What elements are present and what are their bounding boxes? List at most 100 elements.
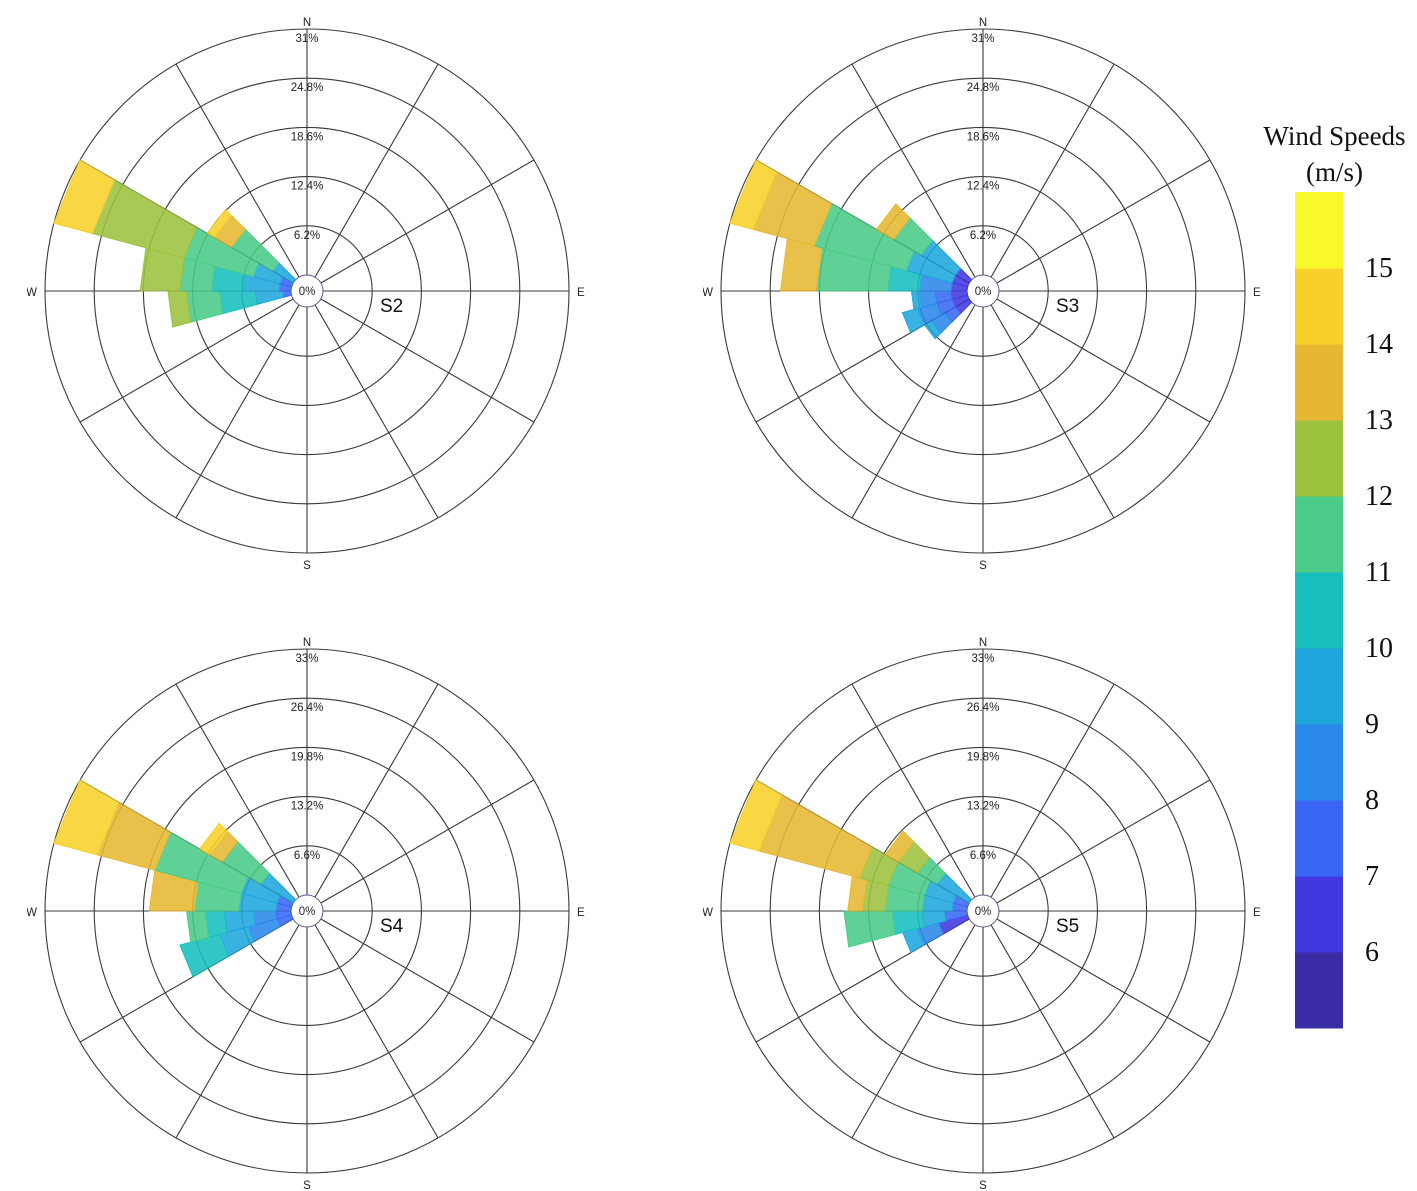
rose-bar-segment [875, 203, 911, 241]
rose-spoke [314, 924, 439, 1139]
rose-spoke-overlay [320, 298, 535, 423]
rose-spoke-overlay [175, 683, 300, 898]
rose-direction-label: W [27, 287, 37, 299]
rose-spoke [996, 298, 1211, 423]
rose-spoke [320, 298, 535, 423]
rose-bar-segment [282, 290, 293, 298]
colorbar-band [1295, 268, 1343, 345]
rose-spoke-overlay [755, 159, 970, 284]
rose-tick-label: 0% [975, 286, 992, 298]
rose-tick-label: 18.6% [291, 131, 324, 143]
rose-tick-label: 12.4% [967, 181, 1000, 193]
rose-direction-label: W [703, 287, 713, 299]
rose-tick-label: 26.4% [967, 702, 1000, 714]
colorbar-band [1295, 572, 1343, 649]
colorbar-tick-label: 13 [1365, 405, 1393, 436]
rose-tick-label: 33% [295, 653, 318, 665]
rose-spoke-overlay [175, 924, 300, 1139]
wind-rose-s5-plot: 0% 6.6% 13.2% 19.8% 26.4% 33% N E S W S5 [703, 637, 1261, 1191]
wind-rose-s3-plot: 0% 6.2% 12.4% 18.6% 24.8% 31% N E S W S3 [703, 17, 1261, 571]
rose-station-label: S5 [1056, 916, 1079, 937]
rose-spoke [320, 918, 535, 1043]
rose-direction-label: E [1253, 907, 1261, 919]
rose-spoke [175, 924, 300, 1139]
rose-tick-label: 12.4% [291, 181, 324, 193]
rose-spoke-overlay [755, 918, 970, 1043]
rose-tick-label: 31% [971, 33, 994, 45]
rose-ring [142, 746, 472, 1076]
rose-ring [720, 648, 1246, 1174]
rose-bar-segment [729, 779, 783, 852]
rose-bar-segment [910, 290, 923, 311]
rose-ring [44, 28, 570, 554]
rose-direction-label: S [303, 1180, 311, 1191]
rose-spoke [851, 63, 976, 278]
rose-bar-segment [901, 307, 926, 334]
rose-spoke-overlay [314, 683, 439, 898]
rose-spoke [990, 683, 1115, 898]
rose-station-label: S2 [380, 296, 403, 317]
rose-spoke-overlay [996, 779, 1211, 904]
rose-bar-segment [179, 933, 230, 978]
rose-bar-segment [53, 159, 116, 235]
rose-direction-label: N [303, 17, 311, 29]
rose-direction-label: S [979, 560, 987, 571]
colorbar-tick-label: 7 [1365, 861, 1379, 892]
rose-spoke-overlay [314, 924, 439, 1139]
rose-bars [729, 159, 973, 340]
colorbar-band [1295, 952, 1343, 1029]
rose-tick-label: 6.6% [970, 850, 996, 862]
wind-rose-s2: 0% 6.2% 12.4% 18.6% 24.8% 31% N E S W S2 [27, 11, 587, 571]
rose-spoke [175, 304, 300, 519]
rose-tick-label: 6.2% [294, 230, 320, 242]
rose-spoke [990, 304, 1115, 519]
colorbar-band [1295, 800, 1343, 877]
rose-spoke [996, 918, 1211, 1043]
rose-direction-label: S [979, 1180, 987, 1191]
rose-spoke-overlay [990, 63, 1115, 278]
colorbar-tick-label: 15 [1365, 253, 1393, 284]
rose-tick-label: 18.6% [967, 131, 1000, 143]
rose-tick-label: 0% [975, 906, 992, 918]
rose-spoke-overlay [851, 924, 976, 1139]
colorbar-tick-label: 11 [1365, 557, 1392, 588]
colorbar-band [1295, 724, 1343, 801]
rose-tick-label: 0% [299, 906, 316, 918]
rose-spoke-overlay [79, 159, 294, 284]
wind-rose-s4: 0% 6.6% 13.2% 19.8% 26.4% 33% N E S W S4 [27, 631, 587, 1191]
rose-spoke [851, 304, 976, 519]
rose-spoke [851, 683, 976, 898]
rose-spoke [990, 924, 1115, 1139]
colorbar-tick-label: 6 [1365, 937, 1379, 968]
rose-bar-segment [843, 910, 897, 948]
rose-bar-segment [254, 290, 285, 306]
rose-direction-label: N [979, 637, 987, 649]
rose-spoke-overlay [320, 159, 535, 284]
rose-bar-segment [219, 290, 258, 315]
rose-spoke-overlay [320, 779, 535, 904]
rose-spoke-overlay [79, 779, 294, 904]
rose-spoke-overlay [996, 159, 1211, 284]
rose-spoke-overlay [79, 918, 294, 1043]
colorbar-tick-label: 10 [1365, 633, 1393, 664]
rose-spoke-overlay [175, 304, 300, 519]
colorbar-unit: (m/s) [1306, 157, 1363, 187]
rose-spoke-overlay [996, 918, 1211, 1043]
rose-tick-label: 13.2% [967, 801, 1000, 813]
rose-bar-segment [884, 830, 915, 863]
rose-direction-label: N [979, 17, 987, 29]
rose-tick-label: 6.2% [970, 230, 996, 242]
rose-tick-label: 33% [971, 653, 994, 665]
rose-spoke-overlay [851, 304, 976, 519]
colorbar-band [1295, 192, 1343, 269]
rose-spoke-overlay [755, 779, 970, 904]
rose-bars [53, 159, 297, 328]
rose-ring [720, 28, 1246, 554]
rose-bar-segment [729, 159, 778, 230]
rose-bar-segment [53, 779, 120, 856]
rose-ring [818, 746, 1148, 1076]
rose-spokes-overlay [45, 649, 569, 1173]
colorbar-band [1295, 420, 1343, 497]
rose-spoke [996, 159, 1211, 284]
rose-direction-label: E [577, 907, 585, 919]
